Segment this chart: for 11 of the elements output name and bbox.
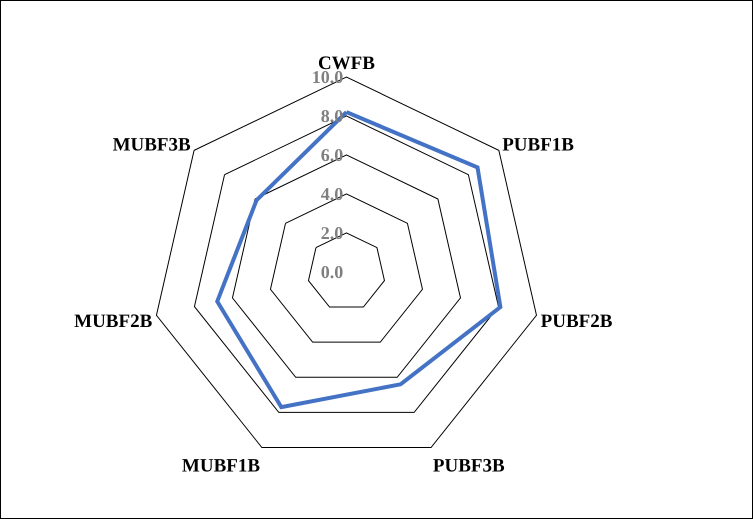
y-tick-label: 4.0 — [320, 184, 344, 204]
spoke-label: MUBF2B — [74, 310, 153, 332]
y-tick-label: 0.0 — [320, 262, 344, 282]
spoke-label: MUBF1B — [182, 455, 260, 476]
spoke-label: PUBF2B — [540, 310, 613, 332]
y-tick-label: 6.0 — [320, 144, 344, 165]
spoke-label: MUBF3B — [112, 134, 192, 156]
spoke-label: PUBF3B — [432, 455, 505, 476]
y-tick-label: 2.0 — [320, 222, 344, 243]
spoke-label: PUBF1B — [502, 134, 574, 156]
y-tick-label: 8.0 — [320, 106, 344, 126]
